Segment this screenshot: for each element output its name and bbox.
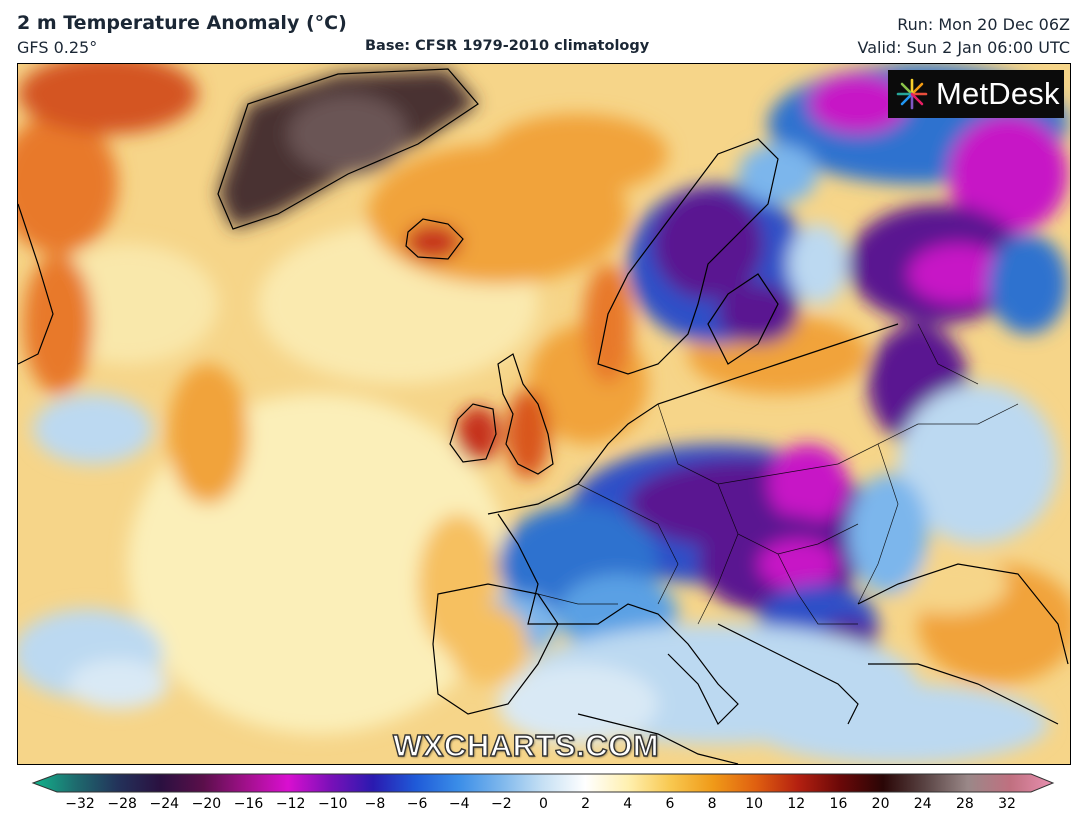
valid-label: Valid: Sun 2 Jan 06:00 UTC [857,38,1070,57]
metdesk-logo-text: MetDesk [936,76,1060,111]
metdesk-starburst-icon [896,78,928,110]
colorbar-tick-label: −20 [191,796,222,812]
colorbar-tick-label: −16 [233,796,264,812]
colorbar-tick-label: 2 [581,796,591,812]
colorbar-scale [31,773,1055,793]
colorbar-tick-label: −24 [149,796,180,812]
chart-title: 2 m Temperature Anomaly (°C) [17,12,347,34]
colorbar-tick-labels: −32 −28 −24 −20 −16 −12 −10 −8 −6 −4 −2 0 2 4 6 8 10 12 16… [17,796,1071,816]
colorbar-tick-label: 28 [955,796,974,812]
colorbar-tick-label: 6 [665,796,675,812]
colorbar-tick-label: −4 [448,796,470,812]
colorbar-tick-label: 4 [623,796,633,812]
colorbar-tick-label: 8 [707,796,717,812]
coastlines [18,68,1069,764]
colorbar-tick-label: 0 [539,796,548,812]
colorbar-tick-label: 20 [871,796,890,812]
base-label: Base: CFSR 1979-2010 climatology [365,38,650,54]
colorbar-tick-label: −8 [364,796,386,812]
colorbar-tick-label: −28 [107,796,137,812]
colorbar-tick-label: −12 [275,796,306,812]
colorbar-tick-label: 12 [787,796,806,812]
colorbar-tick-label: 16 [829,796,848,812]
country-borders [537,323,1019,625]
wxcharts-watermark: WXCHARTS.COM [392,727,660,763]
colorbar-tick-label: 24 [913,796,932,812]
colorbar-tick-label: 10 [745,796,764,812]
temperature-anomaly-map [18,64,1070,764]
colorbar-tick-label: −32 [65,796,95,812]
metdesk-logo: MetDesk [888,70,1064,118]
run-label: Run: Mon 20 Dec 06Z [897,15,1070,34]
colorbar-tick-label: 32 [998,796,1016,812]
model-label: GFS 0.25° [17,38,98,57]
colorbar-tick-label: −6 [406,796,428,812]
map-panel: MetDesk WXCHARTS.COM [17,63,1071,765]
colorbar: −32 −28 −24 −20 −16 −12 −10 −8 −6 −4 −2 0 2 4 6 8 10 12 16… [17,772,1071,832]
colorbar-tick-label: −10 [318,796,348,812]
colorbar-tick-label: −2 [491,796,512,812]
